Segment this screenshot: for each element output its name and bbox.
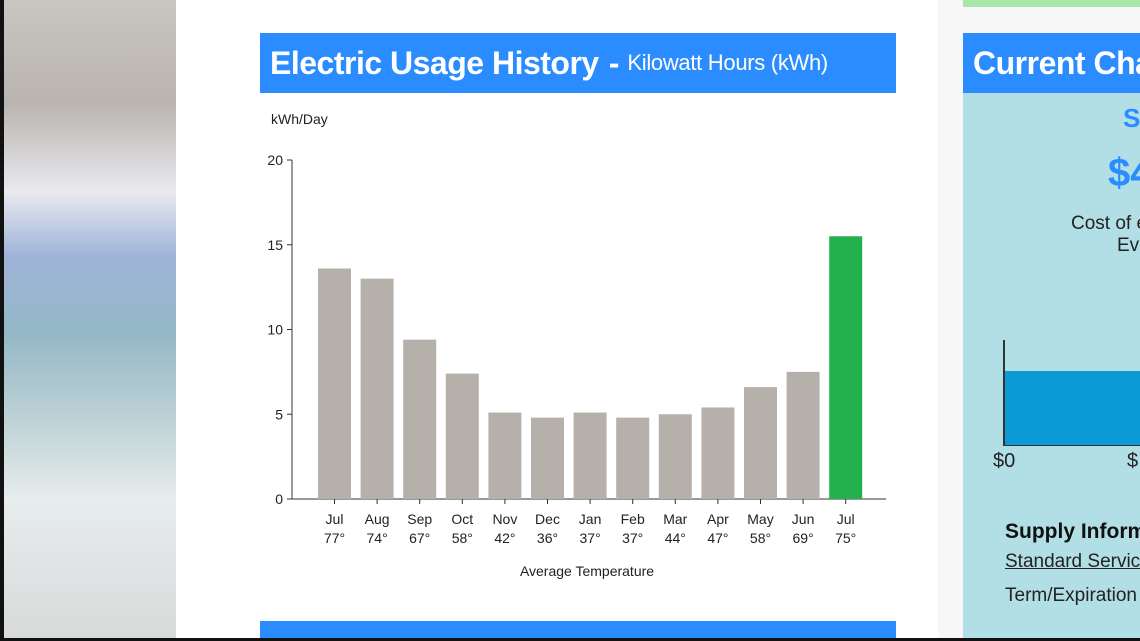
y-tick-label: 20 [267, 152, 283, 168]
next-section-header [260, 621, 896, 641]
title-separator: - [608, 44, 620, 81]
charges-baseline [1003, 445, 1140, 446]
y-tick-label: 0 [275, 491, 283, 507]
month-label: Jun [792, 511, 815, 527]
ev-text: Ev [1117, 235, 1140, 256]
temperature-label: 67° [409, 530, 430, 546]
temperature-label: 36° [537, 530, 558, 546]
month-label: May [747, 511, 773, 527]
charges-bar [1005, 371, 1140, 445]
standard-service-link[interactable]: Standard Servic [1005, 551, 1140, 572]
month-label: Apr [707, 511, 729, 527]
blurred-background-left [0, 0, 176, 641]
term-expiration-label: Term/Expiration [1005, 585, 1137, 606]
cost-text: Cost of e [1071, 213, 1140, 234]
supply-info-heading: Supply Inform [1005, 520, 1140, 543]
temperature-label: 58° [452, 530, 473, 546]
temperature-label: 74° [367, 530, 388, 546]
charges-axis-next: $ [1127, 450, 1139, 472]
temperature-label: 37° [622, 530, 643, 546]
green-strip [963, 0, 1140, 7]
screen-edge [0, 0, 4, 641]
temperature-label: 47° [707, 530, 728, 546]
y-tick-label: 15 [267, 237, 283, 253]
bar-past [616, 417, 650, 499]
y-tick-label: 10 [267, 322, 283, 338]
month-label: Mar [663, 511, 687, 527]
month-label: Jan [579, 511, 602, 527]
temperature-label: 42° [494, 530, 515, 546]
temperature-label: 77° [324, 530, 345, 546]
current-charges-panel: Current Cha S $4 Cost of e Ev $0 $ Suppl… [963, 33, 1140, 638]
summary-letter: S [1123, 103, 1140, 133]
temperature-label: 37° [580, 530, 601, 546]
bar-past [403, 339, 437, 499]
x-axis-label: Average Temperature [520, 563, 654, 579]
usage-history-header: Electric Usage History - Kilowatt Hours … [260, 33, 896, 93]
month-label: Sep [407, 511, 432, 527]
bar-past [318, 268, 351, 499]
bar-past [573, 412, 607, 499]
temperature-label: 44° [665, 530, 686, 546]
y-tick-label: 5 [275, 406, 283, 422]
bar-past [701, 407, 735, 499]
charges-axis-start: $0 [993, 450, 1016, 472]
charges-axis [1003, 340, 1005, 446]
usage-subtitle: Kilowatt Hours (kWh) [627, 50, 828, 75]
bar-past [488, 412, 522, 499]
screen-bottom-edge [0, 638, 1140, 641]
month-label: Nov [492, 511, 517, 527]
bar-past [360, 278, 394, 499]
usage-title: Electric Usage History [270, 44, 599, 81]
usage-panel [176, 0, 938, 641]
temperature-label: 69° [793, 530, 814, 546]
month-label: Jul [326, 511, 344, 527]
bar-past [744, 387, 777, 499]
temperature-label: 75° [835, 530, 856, 546]
usage-bar-chart: kWh/Day Average Temperature 0 5 10 15 20 Jul 7… [267, 111, 886, 579]
month-label: Oct [451, 511, 473, 527]
bar-past [445, 373, 479, 499]
month-label: Jul [837, 511, 855, 527]
y-axis-label: kWh/Day [271, 111, 328, 127]
month-label: Dec [535, 511, 560, 527]
month-label: Aug [365, 511, 390, 527]
month-label: Feb [621, 511, 645, 527]
charge-amount: $4 [1108, 151, 1140, 195]
bar-past [658, 414, 692, 499]
bar-past [786, 371, 820, 499]
bar-current [829, 236, 863, 499]
temperature-label: 58° [750, 530, 771, 546]
bar-past [531, 417, 564, 499]
current-charges-header: Current Cha [963, 33, 1140, 93]
